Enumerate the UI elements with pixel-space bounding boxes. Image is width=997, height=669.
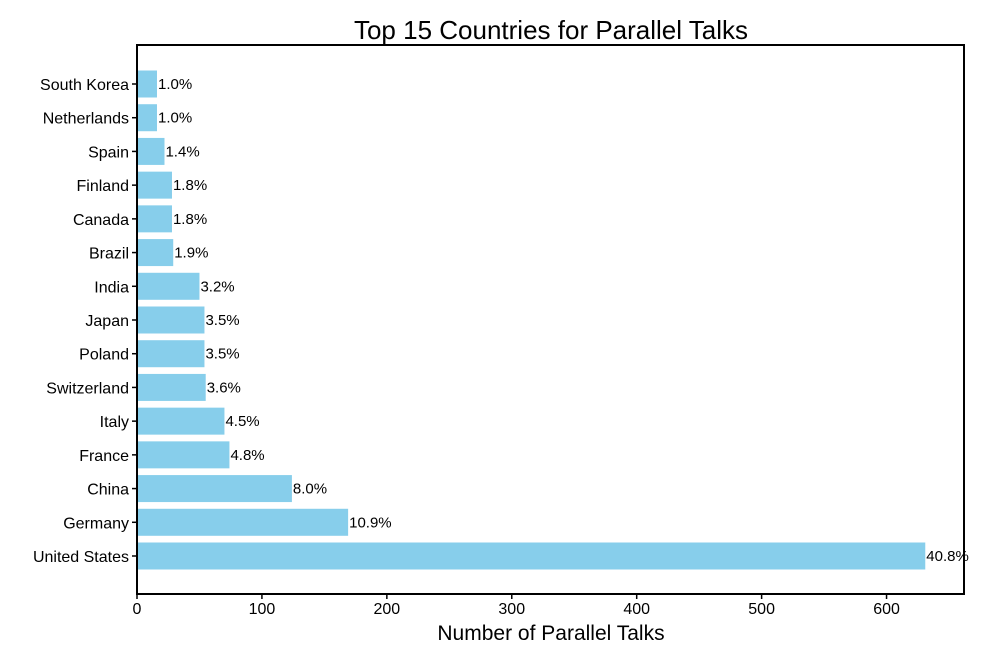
data-label: 3.5% xyxy=(205,346,239,363)
x-tick-label: 200 xyxy=(373,601,400,618)
data-label: 1.0% xyxy=(158,76,192,93)
bar xyxy=(137,70,157,98)
y-tick-label: Switzerland xyxy=(46,380,129,397)
data-label: 3.6% xyxy=(207,379,241,396)
y-tick-label: South Korea xyxy=(40,77,129,94)
data-label: 1.4% xyxy=(165,143,199,160)
x-tick-label: 100 xyxy=(249,601,276,618)
bar xyxy=(137,407,225,435)
bar xyxy=(137,239,174,267)
x-tick-label: 400 xyxy=(623,601,650,618)
bar xyxy=(137,542,926,570)
y-tick-label: Japan xyxy=(85,313,129,330)
y-tick-label: Canada xyxy=(73,212,129,229)
y-tick-labels: South Korea Netherlands Spain Finland Canada… xyxy=(33,77,137,566)
x-tick-label: 600 xyxy=(873,601,900,618)
data-label: 1.8% xyxy=(173,177,207,194)
bar xyxy=(137,373,206,401)
y-tick-label: Netherlands xyxy=(43,111,129,128)
data-label: 3.5% xyxy=(205,312,239,329)
bar xyxy=(137,508,349,536)
plot-frame xyxy=(136,44,965,595)
data-labels: 1.0% 1.0% 1.4% 1.8% 1.8% 1.9% 3.2% 3.5% 3.5% 3.6%… xyxy=(158,76,969,565)
x-tick-label: 0 xyxy=(133,601,142,618)
bars xyxy=(137,70,926,570)
y-tick-label: Brazil xyxy=(89,246,129,263)
bar xyxy=(137,171,172,199)
data-label: 1.0% xyxy=(158,110,192,127)
bar xyxy=(137,272,200,300)
y-tick-label: Italy xyxy=(100,414,129,431)
data-label: 10.9% xyxy=(349,514,392,531)
y-tick-label: China xyxy=(87,482,129,499)
x-ticks: 0 100 200 300 400 500 600 xyxy=(133,594,900,618)
y-tick-label: France xyxy=(79,448,129,465)
y-tick-label: United States xyxy=(33,549,129,566)
bar xyxy=(137,104,157,132)
data-label: 40.8% xyxy=(926,548,969,565)
bar xyxy=(137,205,172,233)
y-tick-label: India xyxy=(94,279,129,296)
bar xyxy=(137,441,230,469)
bar xyxy=(137,137,165,165)
data-label: 4.5% xyxy=(225,413,259,430)
chart-title: Top 15 Countries for Parallel Talks xyxy=(354,15,748,45)
y-tick-label: Finland xyxy=(77,178,129,195)
data-label: 3.2% xyxy=(200,278,234,295)
x-tick-label: 300 xyxy=(498,601,525,618)
bar xyxy=(137,475,292,503)
bar xyxy=(137,340,205,368)
data-label: 1.9% xyxy=(174,245,208,262)
data-label: 1.8% xyxy=(173,211,207,228)
bar xyxy=(137,306,205,334)
y-tick-label: Poland xyxy=(79,347,129,364)
data-label: 8.0% xyxy=(293,481,327,498)
y-tick-label: Spain xyxy=(88,144,129,161)
y-tick-label: Germany xyxy=(63,515,129,532)
data-label: 4.8% xyxy=(230,447,264,464)
x-tick-label: 500 xyxy=(748,601,775,618)
x-axis-label: Number of Parallel Talks xyxy=(437,622,664,645)
